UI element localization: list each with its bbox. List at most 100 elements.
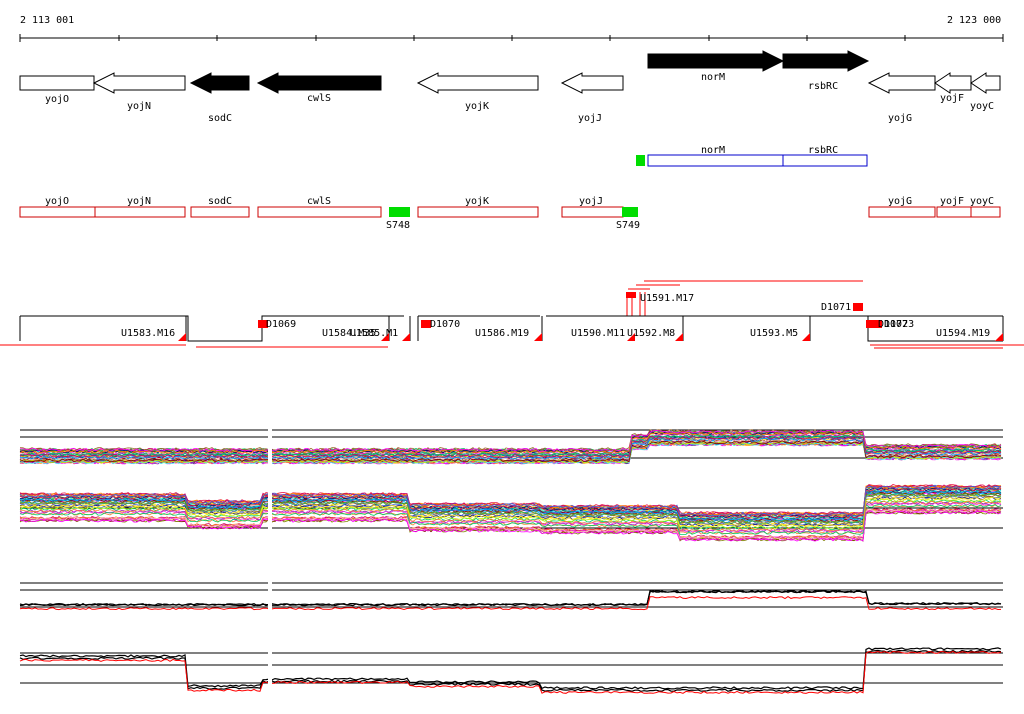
segment-label-yojO: yojO <box>45 196 69 207</box>
segment-yojG[interactable] <box>868 206 936 218</box>
gene-arrow-yojO[interactable] <box>19 75 95 91</box>
gene-arrow-rsbRC[interactable] <box>782 50 870 72</box>
expression-trace <box>19 500 1002 532</box>
expression-trace <box>19 596 1002 611</box>
expression-trace <box>19 496 1002 528</box>
panel-4-ref-lines <box>20 652 1003 684</box>
expression-panels <box>19 425 1003 714</box>
gene-arrow-yoyC[interactable] <box>970 72 1001 94</box>
upshift-label-U1592[interactable]: U1592.M8 <box>627 328 675 339</box>
expression-panel-multi-2 <box>19 484 1002 542</box>
gene-arrow-yojK[interactable] <box>416 72 539 94</box>
downshift-label-D1073[interactable]: D1073 <box>884 319 914 330</box>
marker-label-S749: S749 <box>616 220 640 231</box>
gene-label-yojO: yojO <box>45 94 69 105</box>
expression-trace <box>19 495 1002 526</box>
gene-label-norM: norM <box>701 72 725 83</box>
expression-trace <box>19 431 1002 454</box>
marker-S748[interactable] <box>389 207 410 217</box>
expression-trace <box>19 429 1002 452</box>
segment-label-yojF: yojF <box>940 196 964 207</box>
operon-track: norM rsbRC <box>636 145 868 167</box>
gene-label-sodC: sodC <box>208 113 232 124</box>
segment-label-yojG: yojG <box>888 196 912 207</box>
panel-3-ref-lines <box>20 582 1003 608</box>
upshift-label-U1586[interactable]: U1586.M19 <box>475 328 529 339</box>
expression-trace <box>19 492 1002 524</box>
cluster-label: U1591.M17 <box>640 293 694 304</box>
upshift-label-U1585[interactable]: U1585.M1 <box>350 328 398 339</box>
downshift-label-D1070[interactable]: D1070 <box>430 319 460 330</box>
expression-panel-avg-1 <box>19 589 1002 611</box>
segment-label-yojN: yojN <box>127 196 151 207</box>
gene-label-rsbRC: rsbRC <box>808 81 838 92</box>
gene-label-yojJ: yojJ <box>578 113 602 124</box>
upshift-label-U1590[interactable]: U1590.M11 <box>571 328 625 339</box>
segment-label-yoyC: yoyC <box>970 196 994 207</box>
segment-cwlS[interactable] <box>257 206 382 218</box>
downshift-label-D1072[interactable]: D1072 <box>878 319 908 330</box>
expression-trace <box>19 490 1002 522</box>
coord-start: 2 113 001 <box>20 15 74 26</box>
expression-trace <box>19 431 1002 454</box>
expression-trace <box>19 647 1002 690</box>
operon-box-rsbRC[interactable] <box>782 154 868 167</box>
gene-arrow-norM[interactable] <box>647 50 785 72</box>
coord-end: 2 123 000 <box>947 15 1001 26</box>
segment-label-cwlS: cwlS <box>307 196 331 207</box>
gene-label-yojG: yojG <box>888 113 912 124</box>
expression-trace <box>19 487 1002 519</box>
expression-trace <box>19 437 1002 460</box>
gene-arrow-sodC[interactable] <box>189 72 250 94</box>
expression-trace <box>19 650 1002 694</box>
gene-label-yoyC: yoyC <box>970 101 994 112</box>
expression-trace <box>19 435 1002 458</box>
expression-panel-avg-2 <box>19 647 1002 694</box>
gene-arrow-yojJ[interactable] <box>560 72 624 94</box>
gene-arrow-cwlS[interactable] <box>256 72 382 94</box>
operon-start-marker[interactable] <box>636 155 645 166</box>
segment-sodC[interactable] <box>190 206 250 218</box>
expression-trace <box>19 433 1002 456</box>
gene-arrows-track: yojO yojN sodC cwlS yojK yojJ norM rsbRC <box>19 50 1001 124</box>
upshift-label-U1584[interactable]: U1584.M35 <box>322 328 376 339</box>
marker-S749[interactable] <box>622 207 638 217</box>
segment-yojN[interactable] <box>94 206 186 218</box>
expression-trace <box>19 434 1002 457</box>
expression-trace <box>19 440 1002 463</box>
upshift-label-U1583[interactable]: U1583.M16 <box>121 328 175 339</box>
segment-label-yojK: yojK <box>465 196 489 207</box>
downshift-label-D1069[interactable]: D1069 <box>266 319 296 330</box>
gene-arrow-yojF[interactable] <box>934 72 972 94</box>
downshift-label-D1071[interactable]: D1071 <box>821 302 851 313</box>
expression-trace <box>19 503 1002 535</box>
gene-arrow-yojG[interactable] <box>867 72 936 94</box>
expression-trace <box>20 489 1002 521</box>
expression-trace <box>19 508 1002 540</box>
expression-trace <box>19 510 1002 542</box>
operon-box-norM[interactable] <box>647 154 784 167</box>
operon-label-norM: norM <box>701 145 725 156</box>
upshift-label-U1594[interactable]: U1594.M19 <box>936 328 990 339</box>
expression-trace <box>19 589 1002 607</box>
operon-label-rsbRC: rsbRC <box>808 145 838 156</box>
segment-label-sodC: sodC <box>208 196 232 207</box>
expression-trace <box>19 649 1002 692</box>
shift-track: U1591.M17 U1583.M16 U1 <box>0 280 1024 349</box>
expression-trace <box>19 485 1002 517</box>
expression-trace <box>19 484 1002 516</box>
expression-trace <box>19 493 1002 525</box>
segment-yojJ[interactable] <box>561 206 624 218</box>
gene-arrow-yojN[interactable] <box>92 72 186 94</box>
segment-yoyC[interactable] <box>970 206 1001 218</box>
segment-yojK[interactable] <box>417 206 539 218</box>
expression-trace <box>19 438 1002 461</box>
expression-panel-multi-1 <box>19 429 1002 465</box>
segment-yojO[interactable] <box>19 206 96 218</box>
coordinate-ruler <box>19 34 1004 42</box>
upshift-label-U1593[interactable]: U1593.M5 <box>750 328 798 339</box>
segment-yojF[interactable] <box>936 206 972 218</box>
segment-track: yojO yojN sodC cwlS S748 yojK yojJ S749 … <box>19 196 1001 231</box>
